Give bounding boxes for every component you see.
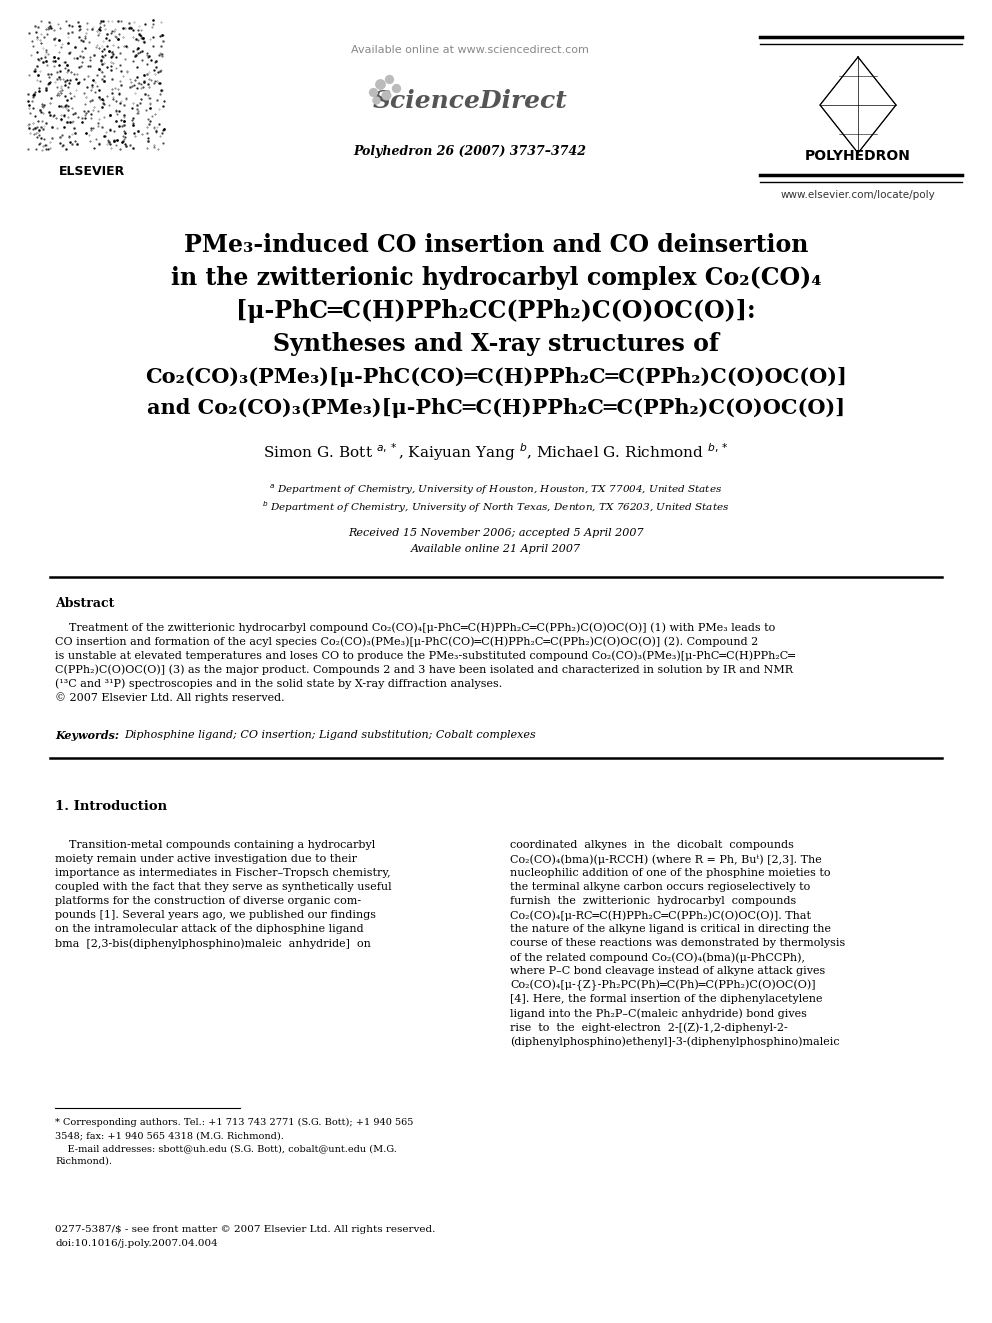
Text: platforms for the construction of diverse organic com-: platforms for the construction of divers… — [55, 896, 361, 906]
Text: $^{b}$ Department of Chemistry, University of North Texas, Denton, TX 76203, Uni: $^{b}$ Department of Chemistry, Universi… — [262, 499, 730, 515]
Text: ligand into the Ph₂P–C(maleic anhydride) bond gives: ligand into the Ph₂P–C(maleic anhydride)… — [510, 1008, 806, 1019]
Text: nucleophilic addition of one of the phosphine moieties to: nucleophilic addition of one of the phos… — [510, 868, 830, 878]
Text: E-mail addresses: sbott@uh.edu (S.G. Bott), cobalt@unt.edu (M.G.: E-mail addresses: sbott@uh.edu (S.G. Bot… — [55, 1144, 397, 1154]
Text: pounds [1]. Several years ago, we published our findings: pounds [1]. Several years ago, we publis… — [55, 910, 376, 919]
Text: Co₂(CO)₃(PMe₃)[μ-PhC(CO)═C(H)PPh₂C═C(PPh₂)C(O)OC(O)]: Co₂(CO)₃(PMe₃)[μ-PhC(CO)═C(H)PPh₂C═C(PPh… — [145, 366, 847, 388]
Text: importance as intermediates in Fischer–Tropsch chemistry,: importance as intermediates in Fischer–T… — [55, 868, 391, 878]
Text: Simon G. Bott $^{a,*}$, Kaiyuan Yang $^{b}$, Michael G. Richmond $^{b,*}$: Simon G. Bott $^{a,*}$, Kaiyuan Yang $^{… — [263, 441, 729, 463]
Text: Available online at www.sciencedirect.com: Available online at www.sciencedirect.co… — [351, 45, 589, 56]
Text: Polyhedron 26 (2007) 3737–3742: Polyhedron 26 (2007) 3737–3742 — [353, 146, 586, 157]
Text: rise  to  the  eight-electron  2-[(Z)-1,2-diphenyl-2-: rise to the eight-electron 2-[(Z)-1,2-di… — [510, 1021, 788, 1032]
Text: on the intramolecular attack of the diphosphine ligand: on the intramolecular attack of the diph… — [55, 923, 364, 934]
Text: Co₂(CO)₄[μ-RC═C(H)PPh₂C═C(PPh₂)C(O)OC(O)]. That: Co₂(CO)₄[μ-RC═C(H)PPh₂C═C(PPh₂)C(O)OC(O)… — [510, 910, 811, 921]
Text: Abstract: Abstract — [55, 597, 114, 610]
Text: Available online 21 April 2007: Available online 21 April 2007 — [411, 544, 581, 554]
Text: PMe₃-induced CO insertion and CO deinsertion: PMe₃-induced CO insertion and CO deinser… — [184, 233, 808, 257]
Text: the terminal alkyne carbon occurs regioselectively to: the terminal alkyne carbon occurs regios… — [510, 882, 810, 892]
Text: (¹³C and ³¹P) spectroscopies and in the solid state by X-ray diffraction analyse: (¹³C and ³¹P) spectroscopies and in the … — [55, 677, 502, 688]
Text: and Co₂(CO)₃(PMe₃)[μ-PhC═C(H)PPh₂C═C(PPh₂)C(O)OC(O)]: and Co₂(CO)₃(PMe₃)[μ-PhC═C(H)PPh₂C═C(PPh… — [147, 398, 845, 418]
Text: $^{a}$ Department of Chemistry, University of Houston, Houston, TX 77004, United: $^{a}$ Department of Chemistry, Universi… — [270, 483, 722, 497]
Text: 0277-5387/$ - see front matter © 2007 Elsevier Ltd. All rights reserved.: 0277-5387/$ - see front matter © 2007 El… — [55, 1225, 435, 1234]
Text: (diphenylphosphino)ethenyl]-3-(diphenylphosphino)maleic: (diphenylphosphino)ethenyl]-3-(diphenylp… — [510, 1036, 839, 1046]
Text: © 2007 Elsevier Ltd. All rights reserved.: © 2007 Elsevier Ltd. All rights reserved… — [55, 692, 285, 703]
Text: Co₂(CO)₄[μ-{Z}-Ph₂PC(Ph)═C(Ph)═C(PPh₂)C(O)OC(O)]: Co₂(CO)₄[μ-{Z}-Ph₂PC(Ph)═C(Ph)═C(PPh₂)C(… — [510, 980, 815, 991]
Text: * Corresponding authors. Tel.: +1 713 743 2771 (S.G. Bott); +1 940 565: * Corresponding authors. Tel.: +1 713 74… — [55, 1118, 414, 1127]
Text: [4]. Here, the formal insertion of the diphenylacetylene: [4]. Here, the formal insertion of the d… — [510, 994, 822, 1004]
Text: Received 15 November 2006; accepted 5 April 2007: Received 15 November 2006; accepted 5 Ap… — [348, 528, 644, 538]
Text: Syntheses and X-ray structures of: Syntheses and X-ray structures of — [273, 332, 719, 356]
Text: www.elsevier.com/locate/poly: www.elsevier.com/locate/poly — [781, 191, 935, 200]
Text: Co₂(CO)₄(bma)(μ-RCCH) (where R = Ph, Buᵗ) [2,3]. The: Co₂(CO)₄(bma)(μ-RCCH) (where R = Ph, Buᵗ… — [510, 855, 821, 864]
Text: [μ-PhC═C(H)PPh₂CC(PPh₂)C(O)OC(O)]:: [μ-PhC═C(H)PPh₂CC(PPh₂)C(O)OC(O)]: — [236, 299, 756, 323]
Text: Treatment of the zwitterionic hydrocarbyl compound Co₂(CO)₄[μ-PhC═C(H)PPh₂C═C(PP: Treatment of the zwitterionic hydrocarby… — [55, 622, 776, 632]
Text: Transition-metal compounds containing a hydrocarbyl: Transition-metal compounds containing a … — [55, 840, 375, 849]
Text: doi:10.1016/j.poly.2007.04.004: doi:10.1016/j.poly.2007.04.004 — [55, 1240, 218, 1248]
Text: of the related compound Co₂(CO)₄(bma)(μ-PhCCPh),: of the related compound Co₂(CO)₄(bma)(μ-… — [510, 953, 805, 963]
Text: coupled with the fact that they serve as synthetically useful: coupled with the fact that they serve as… — [55, 882, 392, 892]
Text: furnish  the  zwitterionic  hydrocarbyl  compounds: furnish the zwitterionic hydrocarbyl com… — [510, 896, 797, 906]
Text: Diphosphine ligand; CO insertion; Ligand substitution; Cobalt complexes: Diphosphine ligand; CO insertion; Ligand… — [124, 730, 536, 740]
Text: Keywords:: Keywords: — [55, 730, 119, 741]
Text: moiety remain under active investigation due to their: moiety remain under active investigation… — [55, 855, 357, 864]
Text: CO insertion and formation of the acyl species Co₂(CO)₃(PMe₃)[μ-PhC(CO)═C(H)PPh₂: CO insertion and formation of the acyl s… — [55, 636, 758, 647]
Text: C(PPh₂)C(O)OC(O)] (3) as the major product. Compounds 2 and 3 have been isolated: C(PPh₂)C(O)OC(O)] (3) as the major produ… — [55, 664, 793, 675]
Text: ELSEVIER: ELSEVIER — [59, 165, 125, 179]
Text: is unstable at elevated temperatures and loses CO to produce the PMe₃-substitute: is unstable at elevated temperatures and… — [55, 650, 795, 660]
Text: the nature of the alkyne ligand is critical in directing the: the nature of the alkyne ligand is criti… — [510, 923, 831, 934]
Text: course of these reactions was demonstrated by thermolysis: course of these reactions was demonstrat… — [510, 938, 845, 949]
Text: ScienceDirect: ScienceDirect — [373, 89, 567, 112]
Text: POLYHEDRON: POLYHEDRON — [806, 149, 911, 163]
Text: in the zwitterionic hydrocarbyl complex Co₂(CO)₄: in the zwitterionic hydrocarbyl complex … — [171, 266, 821, 290]
Text: where P–C bond cleavage instead of alkyne attack gives: where P–C bond cleavage instead of alkyn… — [510, 966, 825, 976]
Text: Richmond).: Richmond). — [55, 1158, 112, 1166]
Text: 3548; fax: +1 940 565 4318 (M.G. Richmond).: 3548; fax: +1 940 565 4318 (M.G. Richmon… — [55, 1131, 284, 1140]
Text: coordinated  alkynes  in  the  dicobalt  compounds: coordinated alkynes in the dicobalt comp… — [510, 840, 794, 849]
Text: 1. Introduction: 1. Introduction — [55, 800, 167, 814]
Text: bma  [2,3-bis(diphenylphosphino)maleic  anhydride]  on: bma [2,3-bis(diphenylphosphino)maleic an… — [55, 938, 371, 949]
